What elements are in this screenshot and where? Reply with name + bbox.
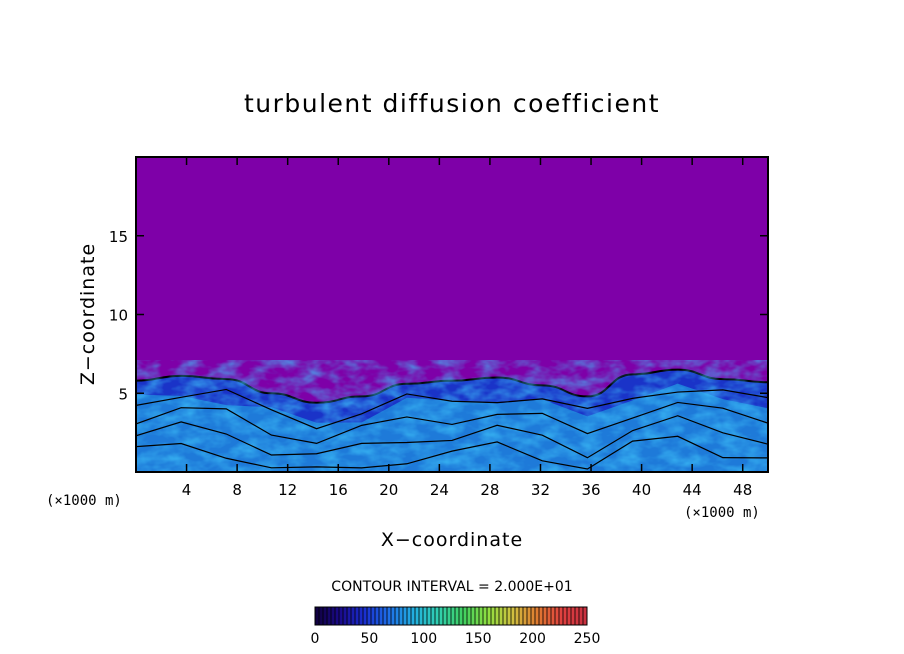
chart-title: turbulent diffusion coefficient	[244, 89, 660, 118]
colorbar-label: 200	[519, 631, 546, 647]
contour-lines	[136, 388, 768, 470]
x-tick-label: 8	[232, 481, 242, 499]
x-tick-label: 20	[379, 481, 398, 499]
x-tick-label: 24	[430, 481, 449, 499]
x-tick-label: 48	[733, 481, 752, 499]
x-axis-label: X−coordinate	[381, 529, 523, 551]
contour-interval: CONTOUR INTERVAL = 2.000E+01	[331, 579, 572, 595]
x-unit-right: (×1000 m)	[684, 505, 760, 521]
contour-line	[136, 435, 768, 470]
x-tick-label: 4	[182, 481, 192, 499]
colorbar-label: 150	[465, 631, 492, 647]
contour-line	[136, 415, 768, 459]
turbulence-texture	[136, 360, 768, 472]
contour-line	[136, 388, 768, 430]
colorbar-label: 0	[311, 631, 320, 647]
colorbar	[314, 606, 588, 626]
colorbar-label: 100	[410, 631, 437, 647]
y-tick-label: 10	[109, 307, 128, 325]
contour-line	[136, 401, 768, 445]
colorbar-label: 250	[574, 631, 601, 647]
x-tick-label: 44	[683, 481, 702, 499]
x-tick-label: 12	[278, 481, 297, 499]
x-tick-label: 40	[632, 481, 651, 499]
y-tick-label: 5	[118, 385, 128, 403]
colorbar-label: 50	[360, 631, 378, 647]
x-tick-label: 36	[581, 481, 600, 499]
colorbar-frame	[314, 606, 588, 626]
x-unit-left: (×1000 m)	[46, 493, 122, 509]
x-tick-label: 28	[480, 481, 499, 499]
x-tick-label: 32	[531, 481, 550, 499]
y-tick-label: 15	[109, 228, 128, 246]
y-axis-label: Z−coordinate	[77, 243, 99, 385]
x-tick-label: 16	[329, 481, 348, 499]
